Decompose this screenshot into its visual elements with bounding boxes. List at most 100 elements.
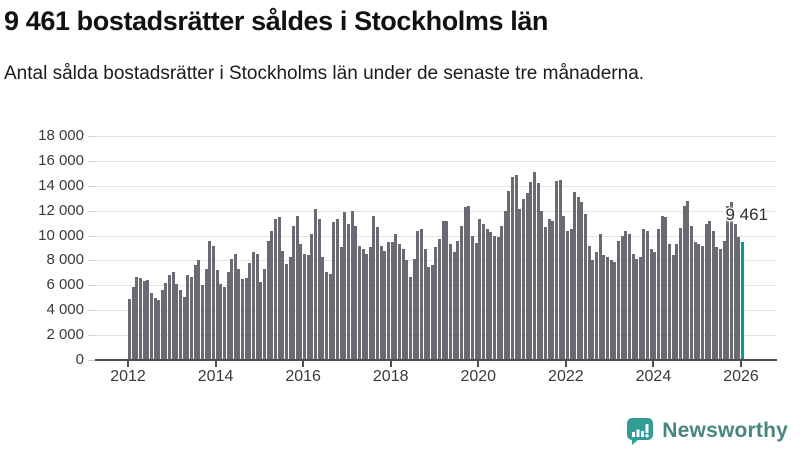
y-tick-label: 2 000 xyxy=(46,326,84,344)
bar xyxy=(481,224,485,360)
bar xyxy=(668,244,672,360)
bar xyxy=(259,281,263,360)
y-tick-label: 8 000 xyxy=(46,251,84,269)
bar xyxy=(573,192,577,360)
y-tick-label: 0 xyxy=(75,351,84,368)
bar xyxy=(467,205,471,360)
bar xyxy=(500,225,504,360)
bar xyxy=(160,290,164,360)
bar xyxy=(263,269,266,360)
bar xyxy=(321,256,325,360)
bar xyxy=(485,229,489,360)
bar xyxy=(387,241,391,360)
bar xyxy=(525,193,529,360)
bar xyxy=(700,245,704,360)
bar xyxy=(361,249,365,360)
bar xyxy=(146,280,150,360)
bar xyxy=(449,244,453,360)
bar xyxy=(678,228,682,360)
bar xyxy=(186,275,190,360)
bar xyxy=(540,210,544,360)
x-tick-label: 2014 xyxy=(197,368,234,385)
bar xyxy=(230,259,234,360)
bar xyxy=(346,224,350,360)
bar xyxy=(671,255,675,360)
bar xyxy=(248,262,252,360)
bar xyxy=(131,286,135,360)
bar xyxy=(288,256,292,360)
bar xyxy=(460,225,464,360)
bar xyxy=(179,290,183,360)
bar xyxy=(631,254,635,360)
page-title: 9 461 bostadsrätter såldes i Stockholms … xyxy=(4,6,549,36)
x-tick-mark xyxy=(302,361,305,367)
bar xyxy=(657,229,661,360)
bar xyxy=(627,234,631,360)
y-tick-label: 14 000 xyxy=(38,176,84,194)
bar xyxy=(405,260,409,360)
y-tick-label: 12 000 xyxy=(38,201,84,219)
bar xyxy=(708,220,712,360)
bar xyxy=(368,246,372,360)
bar xyxy=(168,275,172,360)
y-tick-mark xyxy=(88,285,95,287)
bar xyxy=(408,276,412,360)
bar xyxy=(379,245,383,360)
last-value-annotation: 9 461 xyxy=(725,205,768,224)
bar xyxy=(339,246,343,360)
y-tick-label: 10 000 xyxy=(38,226,84,244)
bar xyxy=(211,245,215,360)
bar xyxy=(255,254,259,360)
bar xyxy=(584,214,588,360)
bar xyxy=(711,230,715,360)
x-tick-label: 2024 xyxy=(635,368,672,385)
newsworthy-logo-icon xyxy=(626,417,654,445)
gridline xyxy=(95,235,776,237)
bar xyxy=(171,271,175,360)
bar xyxy=(642,229,646,360)
y-tick-mark xyxy=(88,210,95,212)
bar xyxy=(419,229,423,360)
bar xyxy=(554,180,558,360)
bar xyxy=(215,270,219,360)
highlighted-bar xyxy=(740,242,744,360)
bar xyxy=(219,284,223,360)
bar xyxy=(295,215,299,360)
bar xyxy=(445,220,449,360)
bar xyxy=(412,259,416,360)
bar xyxy=(660,215,664,360)
bar xyxy=(704,224,708,360)
bar xyxy=(441,220,445,360)
bar xyxy=(153,298,157,360)
bar xyxy=(558,179,562,360)
bar xyxy=(598,234,602,360)
bar xyxy=(354,225,358,360)
bar xyxy=(204,269,208,360)
bar xyxy=(470,235,474,360)
bar xyxy=(317,219,321,360)
bar xyxy=(328,274,332,360)
bar xyxy=(518,209,522,360)
x-tick-mark xyxy=(564,361,567,367)
y-tick-mark xyxy=(88,160,95,162)
bar xyxy=(164,282,168,360)
bar xyxy=(602,255,606,360)
bar xyxy=(635,259,639,360)
y-tick-mark xyxy=(88,136,95,137)
x-tick-label: 2020 xyxy=(460,368,497,385)
bar xyxy=(365,254,369,360)
gridline xyxy=(95,185,776,187)
brand-footer[interactable]: Newsworthy xyxy=(626,417,788,445)
y-tick-mark xyxy=(88,335,95,337)
bar xyxy=(620,235,624,360)
y-tick-mark xyxy=(88,310,95,312)
bar xyxy=(646,230,650,360)
bar xyxy=(595,251,599,360)
bar xyxy=(511,177,515,360)
bar xyxy=(273,219,277,360)
bar xyxy=(474,243,478,360)
bar xyxy=(193,265,197,360)
bar xyxy=(135,277,139,360)
bar xyxy=(529,182,533,360)
y-tick-mark xyxy=(88,235,95,237)
